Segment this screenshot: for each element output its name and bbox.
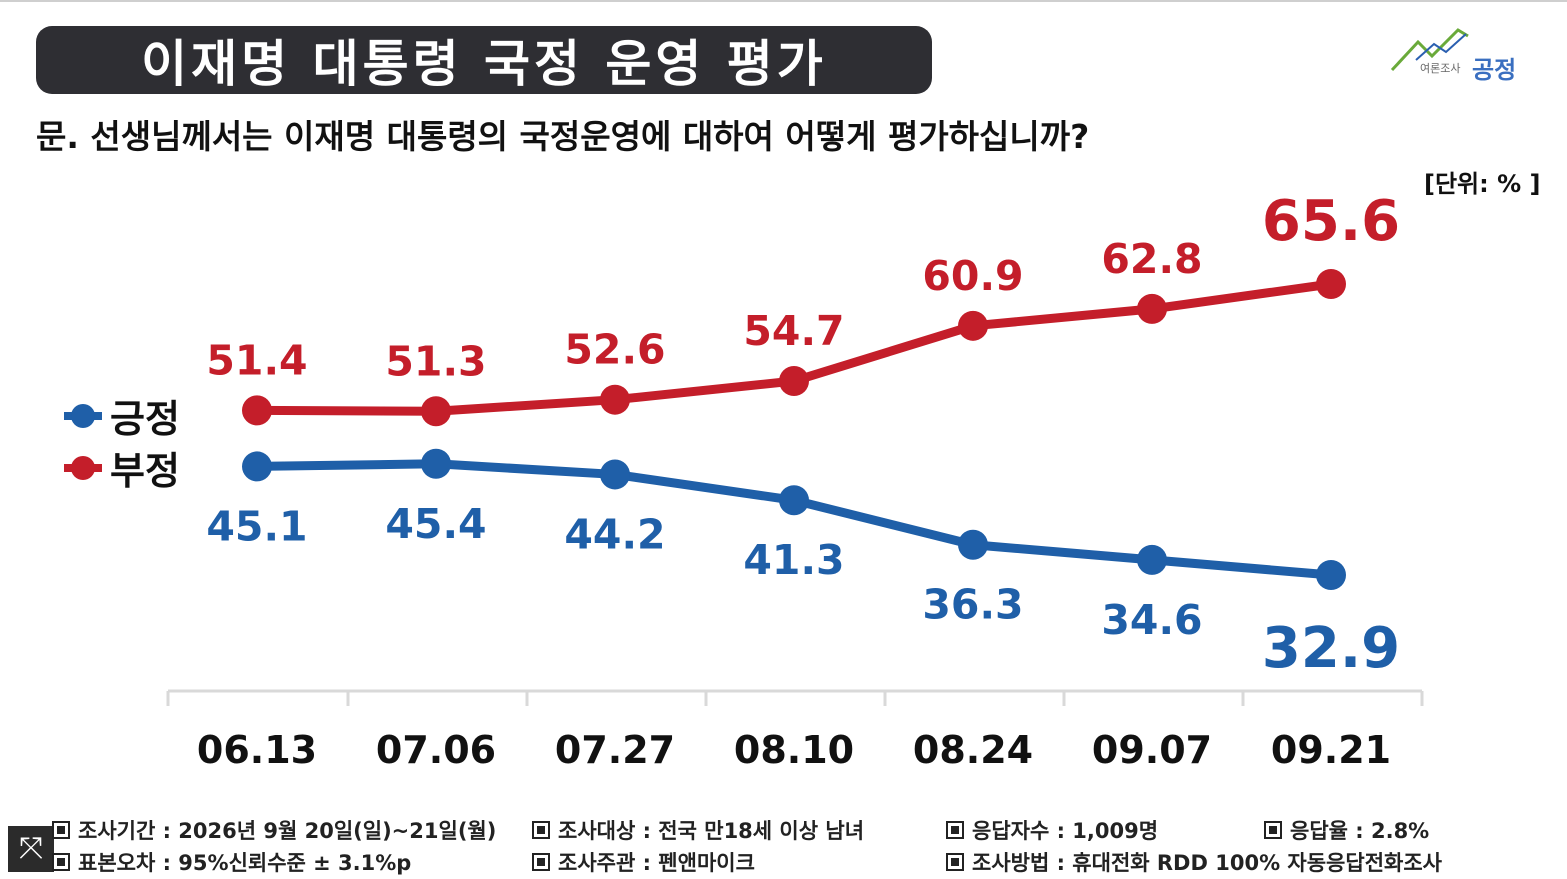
footer-period: 조사기간 : 2026년 9월 20일(일)~21일(월) [52,815,496,845]
data-point [1137,544,1167,575]
footer-response-rate: 응답율 : 2.8% [1264,815,1429,845]
footer-sponsor: 조사주관 : 펜앤마이크 [532,847,755,877]
x-tick-label: 06.13 [197,728,317,772]
data-label: 51.4 [206,336,307,384]
legend-negative-label: 부정 [110,449,180,493]
data-point [242,395,272,426]
footer-response-rate-text: 응답율 : 2.8% [1290,819,1430,843]
data-label: 65.6 [1262,189,1400,254]
x-tick-label: 07.27 [555,728,675,772]
x-tick-label: 08.24 [913,728,1033,772]
data-label: 41.3 [743,536,844,584]
bullet-icon [532,821,550,839]
survey-logo-icon [1390,28,1469,72]
footer-respondents: 응답자수 : 1,009명 [946,815,1158,845]
expand-icon[interactable]: ⤧ [8,826,54,872]
legend-positive-label: 긍정 [110,397,180,441]
data-label: 54.7 [743,307,844,355]
bullet-icon [52,821,70,839]
footer-target: 조사대상 : 전국 만18세 이상 남녀 [532,815,864,845]
data-point [958,529,988,560]
footer-method-text: 조사방법 : 휴대전화 RDD 100% 자동응답전화조사 [972,851,1442,875]
data-label: 44.2 [564,510,665,558]
page-title: 이재명 대통령 국정 운영 평가 [36,26,932,94]
data-point [600,384,630,415]
legend-positive-marker [64,403,102,428]
logo-small-text: 여론조사 [1420,62,1461,75]
footer-target-text: 조사대상 : 전국 만18세 이상 남녀 [558,819,865,843]
data-point [958,310,988,341]
bullet-icon [946,853,964,871]
data-point [1316,560,1346,590]
data-label: 52.6 [564,326,665,374]
data-point [242,451,272,482]
data-label: 32.9 [1262,616,1400,681]
data-point [1137,293,1167,324]
data-label: 36.3 [922,581,1023,629]
footer-error: 표본오차 : 95%신뢰수준 ± 3.1%p [52,847,411,877]
data-label: 60.9 [922,252,1023,300]
data-label: 62.8 [1101,235,1202,283]
footer-period-text: 조사기간 : 2026년 9월 20일(일)~21일(월) [78,819,497,843]
data-label: 51.3 [385,337,486,385]
x-tick-label: 09.21 [1271,728,1391,772]
footer-method: 조사방법 : 휴대전화 RDD 100% 자동응답전화조사 [946,847,1442,877]
unit-label: [단위: % ] [1424,170,1541,198]
bullet-icon [946,821,964,839]
legend-item-positive: 긍정 [60,388,180,443]
footer-error-text: 표본오차 : 95%신뢰수준 ± 3.1%p [78,851,412,875]
data-label: 45.4 [385,500,486,548]
approval-line-chart: 06.13 07.06 07.27 08.10 08.24 09.07 09.21 51.4 5… [166,189,1424,772]
data-label: 34.6 [1101,596,1202,644]
x-tick-label: 09.07 [1092,728,1212,772]
data-point [779,366,809,396]
survey-question: 문. 선생님께서는 이재명 대통령의 국정운영에 대하여 어떻게 평가하십니까? [36,117,1090,156]
data-label: 45.1 [206,502,307,550]
bullet-icon [52,853,70,871]
legend-negative-marker [64,455,102,480]
bullet-icon [1264,821,1282,839]
data-point [1316,269,1346,299]
data-point [779,485,809,516]
footer-respondents-text: 응답자수 : 1,009명 [972,819,1159,843]
bullet-icon [532,853,550,871]
data-point [600,459,630,490]
legend-item-negative: 부정 [60,440,180,495]
logo-big-text: 공정 [1472,56,1517,84]
data-point [421,396,451,427]
x-tick-label: 07.06 [376,728,496,772]
data-point [421,448,451,479]
footer-sponsor-text: 조사주관 : 펜앤마이크 [558,851,755,875]
x-tick-label: 08.10 [734,728,854,772]
